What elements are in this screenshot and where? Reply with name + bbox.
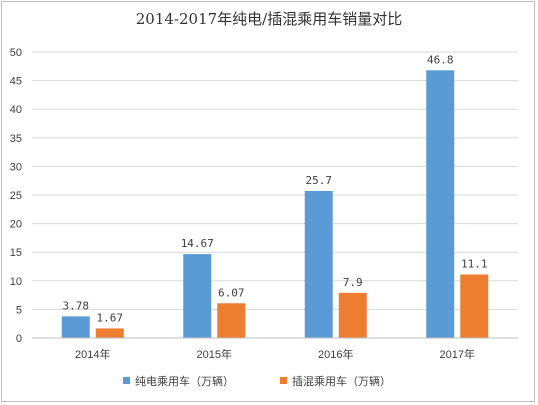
y-tick-label: 10 (10, 276, 22, 288)
bars: 3.78 1.67 14.67 6.07 25.7 7.9 46.8 11.1 (61, 53, 489, 338)
bar (426, 70, 455, 338)
legend-label: 纯电乘用车（万辆） (135, 374, 234, 388)
bar (338, 292, 367, 338)
bar (217, 303, 246, 338)
data-label: 11.1 (461, 258, 488, 271)
x-tick-label: 2015年 (197, 347, 232, 361)
legend: 纯电乘用车（万辆） 插混乘用车（万辆） (123, 374, 391, 388)
y-axis: 0 5 10 15 20 25 30 35 40 45 50 (10, 47, 22, 345)
x-tick-label: 2016年 (318, 347, 353, 361)
bar (61, 316, 90, 338)
legend-label: 插混乘用车（万辆） (292, 374, 391, 388)
y-tick-label: 0 (16, 333, 22, 345)
data-label: 25.7 (306, 174, 333, 187)
legend-swatch (123, 377, 130, 384)
data-label: 6.07 (218, 286, 245, 299)
y-tick-label: 5 (16, 304, 22, 316)
y-tick-label: 30 (10, 161, 22, 173)
bar (183, 254, 212, 338)
y-tick-label: 25 (10, 190, 22, 202)
y-tick-label: 15 (10, 247, 22, 259)
x-tick-label: 2014年 (75, 347, 110, 361)
bar (95, 328, 124, 338)
y-tick-label: 20 (10, 219, 22, 231)
bar (304, 190, 333, 338)
x-axis: 2014年 2015年 2016年 2017年 (32, 337, 518, 361)
bar (460, 274, 489, 338)
legend-swatch (280, 377, 287, 384)
data-label: 46.8 (427, 53, 454, 66)
data-label: 14.67 (181, 237, 214, 250)
y-tick-label: 40 (10, 104, 22, 116)
x-tick-label: 2017年 (440, 347, 475, 361)
y-tick-label: 35 (10, 133, 22, 145)
data-label: 3.78 (63, 299, 90, 312)
data-label: 7.9 (343, 276, 363, 289)
chart-title: 2014-2017年纯电/插混乘用车销量对比 (136, 10, 402, 28)
y-tick-label: 45 (10, 76, 22, 88)
data-label: 1.67 (97, 311, 124, 324)
y-tick-label: 50 (10, 47, 22, 59)
